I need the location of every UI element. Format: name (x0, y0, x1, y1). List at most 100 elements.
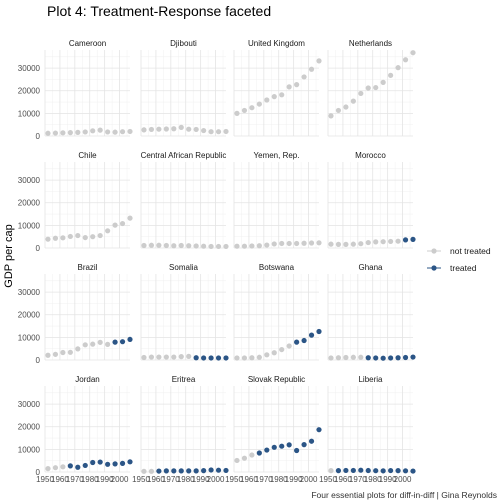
not-treated-point (127, 128, 133, 135)
treated-point (380, 468, 386, 474)
facet-strip-label: Djibouti (170, 39, 197, 48)
not-treated-point (178, 242, 184, 249)
not-treated-point (119, 220, 126, 227)
not-treated-point (223, 243, 229, 250)
treated-point (67, 463, 73, 469)
treated-point (90, 459, 96, 466)
not-treated-point (90, 341, 96, 347)
x-tick-label: 1950 (132, 475, 150, 484)
facet-strip-label: Brazil (77, 263, 97, 272)
x-tick-label: 1970 (162, 475, 180, 484)
not-treated-point (350, 98, 356, 104)
x-tick-label: 1960 (334, 475, 352, 484)
not-treated-point (316, 240, 322, 246)
facet-strip-label: Cameroon (69, 39, 106, 48)
y-tick-label: 10000 (18, 221, 41, 230)
not-treated-point (358, 354, 364, 360)
treated-point (410, 468, 416, 474)
not-treated-point (90, 234, 96, 240)
not-treated-point (82, 234, 88, 241)
not-treated-point (105, 228, 111, 234)
not-treated-point (301, 74, 307, 80)
facet-strip-label: Yemen, Rep. (254, 151, 300, 160)
not-treated-point (223, 128, 229, 135)
facet-strip-label: Liberia (358, 375, 383, 384)
not-treated-point (249, 243, 255, 249)
not-treated-point (271, 94, 277, 100)
not-treated-point (365, 85, 371, 91)
not-treated-point (141, 468, 147, 474)
not-treated-point (395, 65, 401, 71)
treated-point (395, 468, 401, 474)
treated-point (410, 354, 416, 360)
x-tick-label: 1990 (192, 475, 210, 484)
treated-point (402, 468, 409, 474)
not-treated-point (141, 127, 147, 133)
not-treated-point (82, 342, 88, 348)
not-treated-point (201, 127, 207, 134)
not-treated-point (234, 457, 240, 464)
not-treated-point (156, 126, 162, 132)
treated-point (271, 444, 277, 450)
treated-point (316, 427, 322, 433)
treated-point (365, 355, 371, 361)
not-treated-point (163, 242, 169, 249)
not-treated-point (328, 468, 334, 474)
x-tick-label: 1970 (349, 475, 367, 484)
facet-panel: Jordan 0 10000 20000 30000 195019601970198019… (18, 375, 133, 484)
facet-strip-label: Botswana (259, 263, 295, 272)
not-treated-point (201, 243, 207, 249)
not-treated-point (60, 349, 66, 356)
facet-strip-label: Jordan (75, 375, 99, 384)
not-treated-point (241, 243, 248, 249)
facet-panel: Ghana (327, 263, 416, 361)
y-tick-label: 10000 (18, 333, 41, 342)
not-treated-point (301, 240, 307, 246)
facet-panel: Chile 0 10000 20000 30000 (18, 151, 133, 253)
y-tick-label: 0 (36, 468, 41, 477)
y-tick-label: 10000 (18, 445, 41, 454)
not-treated-point (328, 355, 334, 361)
facet-panel: United Kingdom (233, 39, 322, 137)
treated-point (97, 459, 103, 465)
y-axis-label: GDP per cap (3, 224, 15, 287)
not-treated-point (264, 242, 270, 248)
not-treated-point (171, 126, 177, 132)
treated-point (127, 336, 133, 343)
not-treated-point (328, 113, 334, 119)
not-treated-point (271, 350, 277, 356)
not-treated-point (388, 238, 394, 245)
not-treated-point (156, 354, 162, 360)
x-tick-label: 2000 (300, 475, 318, 484)
treated-point (380, 355, 386, 361)
facet-panel: Netherlands (327, 39, 416, 137)
not-treated-point (215, 129, 222, 135)
treated-point (402, 354, 409, 361)
not-treated-point (97, 127, 103, 133)
y-tick-label: 20000 (18, 311, 41, 320)
not-treated-point (402, 57, 409, 63)
treated-point (105, 461, 111, 467)
not-treated-point (75, 129, 81, 135)
treated-point (193, 355, 199, 361)
treated-point (223, 355, 229, 361)
not-treated-point (127, 215, 133, 221)
treated-point (119, 339, 126, 345)
facet-strip-label: Eritrea (172, 375, 196, 384)
treated-point (178, 468, 184, 474)
treated-point (112, 339, 118, 345)
treated-point (223, 467, 229, 474)
not-treated-point (358, 241, 364, 247)
y-tick-label: 20000 (18, 199, 41, 208)
not-treated-point (365, 239, 371, 246)
x-tick-label: 1950 (36, 475, 54, 484)
facet-strip-label: Central African Republic (141, 151, 227, 160)
not-treated-point (208, 129, 214, 135)
not-treated-point (241, 455, 248, 461)
not-treated-point (249, 105, 255, 111)
not-treated-point (350, 354, 356, 360)
x-tick-label: 1980 (81, 475, 99, 484)
treated-point (301, 442, 307, 448)
